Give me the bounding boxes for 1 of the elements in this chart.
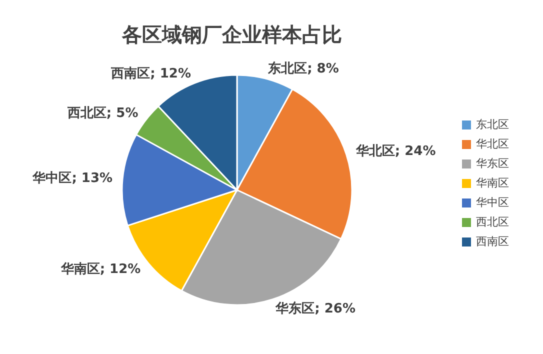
- title: 各区域钢厂企业样本占比: [122, 22, 342, 46]
